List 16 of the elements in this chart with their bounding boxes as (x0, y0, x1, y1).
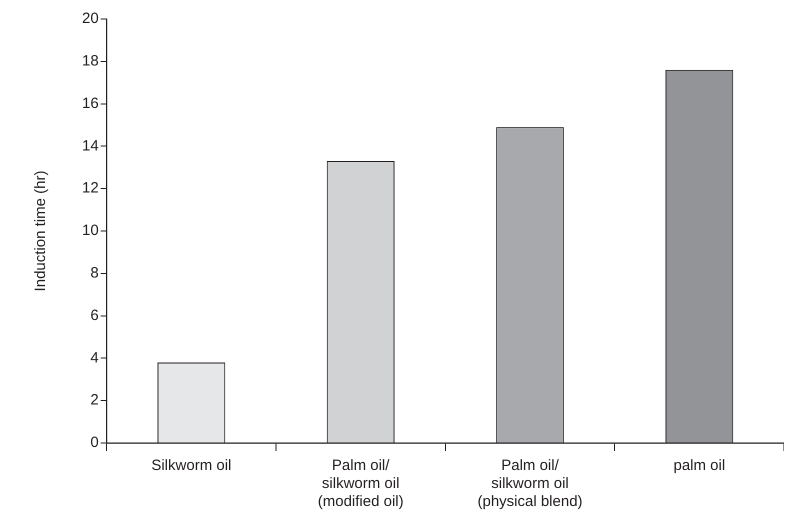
y-tick-label: 12 (82, 180, 99, 197)
y-axis-title: Induction time (hr) (32, 170, 50, 292)
x-tick-label: palm oil (673, 457, 726, 474)
y-tick-label: 8 (90, 264, 99, 282)
y-tick-label: 2 (90, 392, 99, 409)
y-tick-label: 4 (90, 349, 99, 366)
y-tick-label: 16 (82, 94, 99, 112)
y-tick-label: 14 (82, 137, 99, 154)
x-tick-label: Palm oil/ silkworm oil (physical blend) (477, 457, 583, 510)
x-tick-label: Silkworm oil (151, 457, 232, 474)
y-tick-label: 20 (82, 10, 99, 28)
x-tick-label: Palm oil/ silkworm oil (modified oil) (318, 457, 404, 510)
y-tick-label: 18 (82, 52, 99, 70)
y-tick-label: 0 (90, 434, 99, 452)
y-tick-label: 10 (82, 222, 99, 240)
y-tick-label: 6 (90, 306, 99, 324)
